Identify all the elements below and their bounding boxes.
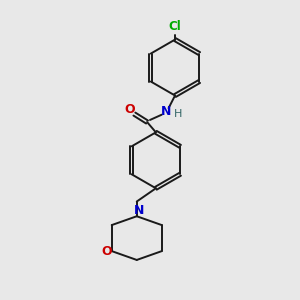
Text: H: H xyxy=(174,109,183,119)
Text: N: N xyxy=(161,105,171,118)
Text: Cl: Cl xyxy=(169,20,182,33)
Text: N: N xyxy=(134,205,144,218)
Text: O: O xyxy=(101,244,112,258)
Text: O: O xyxy=(124,103,135,116)
